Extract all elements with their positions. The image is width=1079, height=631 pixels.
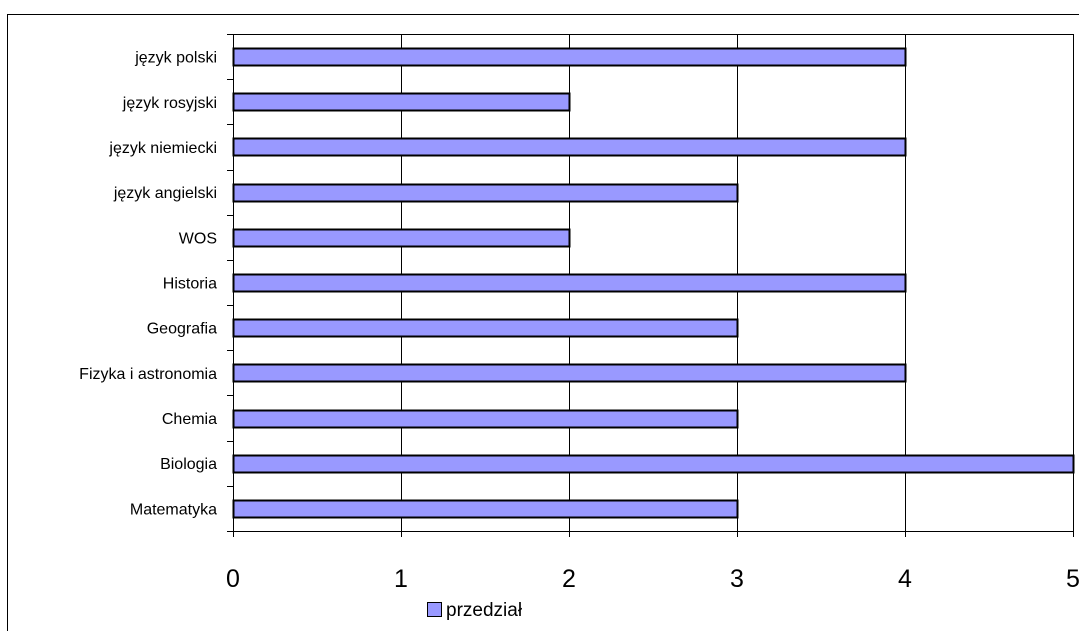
bar-wos xyxy=(232,228,571,248)
category-label: WOS xyxy=(179,230,217,247)
x-tick-label-3: 3 xyxy=(730,565,744,593)
legend: przedział xyxy=(427,600,523,621)
x-tick-label-0: 0 xyxy=(226,565,240,593)
bar-język-rosyjski xyxy=(232,92,571,112)
category-label: język niemiecki xyxy=(108,140,217,157)
x-tick-label-1: 1 xyxy=(394,565,408,593)
axes xyxy=(227,34,1074,537)
legend-swatch xyxy=(427,602,442,617)
x-tick-label-4: 4 xyxy=(898,565,912,593)
category-label: Geografia xyxy=(147,321,217,338)
legend-label: przedział xyxy=(446,600,523,621)
bars xyxy=(232,47,1075,519)
category-labels: język polski język rosyjski język niemieck… xyxy=(79,50,217,519)
category-label: język polski xyxy=(134,50,217,67)
bar-geografia xyxy=(232,318,739,338)
category-label: Matematyka xyxy=(130,501,217,518)
category-label: język rosyjski xyxy=(122,95,217,112)
category-label: język angielski xyxy=(113,185,217,202)
bar-fizyka-i-astronomia xyxy=(232,363,907,383)
x-tick-labels: 0 1 2 3 4 5 xyxy=(226,565,1079,593)
x-tick-label-2: 2 xyxy=(562,565,576,593)
bar-język-polski xyxy=(232,47,907,67)
bar-biologia xyxy=(232,454,1075,474)
category-label: Historia xyxy=(163,276,217,293)
bar-historia xyxy=(232,273,907,293)
category-label: Biologia xyxy=(160,456,217,473)
bar-matematyka xyxy=(232,499,739,519)
category-label: Fizyka i astronomia xyxy=(79,366,217,383)
bar-chemia xyxy=(232,409,739,429)
bar-język-niemiecki xyxy=(232,137,907,157)
bar-język-angielski xyxy=(232,183,739,203)
category-label: Chemia xyxy=(162,411,217,428)
x-tick-label-5: 5 xyxy=(1066,565,1079,593)
